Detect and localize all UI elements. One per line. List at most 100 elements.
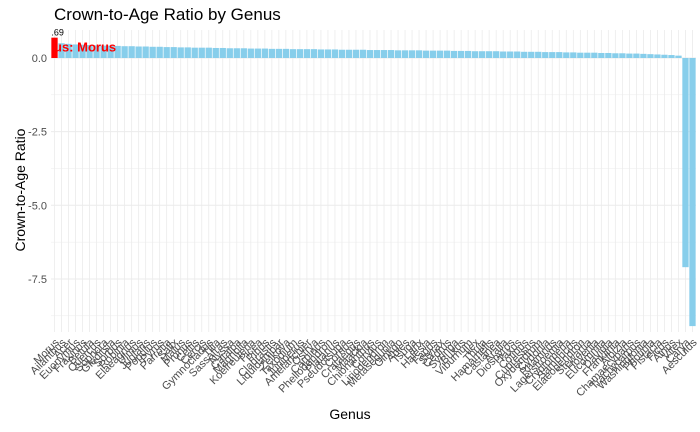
bar-liriodendron <box>380 50 388 58</box>
bar-sophora <box>100 45 107 58</box>
y-tick-label: -7.5 <box>28 274 47 286</box>
bar-sassafras <box>219 47 226 58</box>
bar-crataegus <box>352 49 360 58</box>
bar-ailanthus <box>58 43 65 58</box>
bar-amelanchier <box>303 49 311 58</box>
bar-morus <box>51 37 58 58</box>
bar-quercus <box>93 45 100 58</box>
x-axis-label: Genus <box>329 406 371 422</box>
bar-pseudotsuga <box>338 49 346 58</box>
bar-diospyros <box>507 51 514 58</box>
bar-sambucus <box>570 52 577 58</box>
bar-castanea <box>493 51 500 58</box>
bar-cedrus <box>443 50 451 58</box>
bar-chionanthus <box>366 50 374 58</box>
bar-acer <box>65 43 72 58</box>
bar-phellodendron <box>324 49 332 58</box>
bar-populus <box>149 46 156 58</box>
bar-styrax <box>436 50 444 58</box>
chart-title: Crown-to-Age Ratio by Genus <box>54 5 281 24</box>
bar-viburnum <box>464 50 472 58</box>
bar-vitex <box>675 55 682 58</box>
bar-ostrya <box>310 49 318 58</box>
bar-photinia <box>647 54 654 58</box>
bar-pistacia <box>654 54 661 58</box>
bar-betula <box>86 45 93 58</box>
bar-cladrastis <box>268 48 275 58</box>
y-tick-label: -5.0 <box>28 200 47 212</box>
bar-juglans <box>142 46 149 58</box>
bar-aralia <box>500 51 507 58</box>
bar-eucommia <box>598 52 605 58</box>
bar-euonymus <box>72 44 79 58</box>
bar-salix <box>170 47 177 58</box>
bar-franklinia <box>612 53 619 58</box>
bar-cercis <box>198 47 205 58</box>
bar-alnus <box>668 55 675 58</box>
bar-metasequoia <box>387 50 395 58</box>
bar-nyssa <box>226 48 233 58</box>
bar-fagus <box>429 50 437 58</box>
bar-fraxinus <box>79 44 86 58</box>
bar-carpinus <box>317 49 325 58</box>
bar-robinia <box>121 46 128 58</box>
y-tick-labels: 0.0 -2.5 -5.0 -7.5 <box>28 53 47 286</box>
bar-stewartia <box>584 52 591 58</box>
bar-maackia <box>359 49 367 58</box>
y-tick-label: 0.0 <box>32 53 47 65</box>
bar-hovenia <box>591 52 598 58</box>
bars <box>51 37 696 327</box>
bar-carya <box>682 57 689 268</box>
bar-davidia <box>605 52 612 58</box>
bar-ginkgo <box>394 50 402 58</box>
bar-pyrus <box>156 46 163 58</box>
bar-juniperus <box>296 49 304 58</box>
bar-catalpa <box>233 48 240 58</box>
bar-thuja <box>479 51 486 58</box>
bar-washingtonia <box>640 53 647 58</box>
bar-liquidambar <box>275 48 283 58</box>
annotations: .69 us: Morus <box>51 28 116 55</box>
bar-aesculus <box>689 57 696 327</box>
highlight-annotation: us: Morus <box>54 40 116 55</box>
grid-lines <box>51 30 696 332</box>
bar-syringa <box>450 50 458 58</box>
bar-corylus <box>373 50 381 58</box>
bar-koelreuteria <box>247 48 254 58</box>
bar-zelkova <box>282 48 290 58</box>
bar-cryptomeria <box>563 52 570 58</box>
bar-taxus <box>514 51 521 58</box>
bar-chamaecyparis <box>626 53 633 58</box>
bar-picea <box>254 48 261 58</box>
bar-oxydendrum <box>535 51 542 58</box>
bar-halesia <box>422 50 430 58</box>
bar-tsuga <box>408 50 416 58</box>
bar-cydonia <box>542 52 549 58</box>
bar-albizia <box>619 53 626 58</box>
x-tick-labels: MorusAilanthusAcerEuonymusFraxinusBetula… <box>28 336 700 399</box>
bar-larix <box>415 50 423 58</box>
bar-cornus <box>345 49 353 58</box>
bar-hamamelis <box>486 51 493 58</box>
bar-parrotia <box>163 47 170 58</box>
bar-gleditsia <box>107 45 114 58</box>
bar-platanus <box>331 49 339 58</box>
bar-gymnocladus <box>205 47 212 58</box>
bar-buxus <box>457 50 465 58</box>
bar-tilia <box>212 47 219 58</box>
bar-malus <box>177 47 184 58</box>
bar-elaeagnus <box>128 46 135 58</box>
bar-celtis <box>191 47 198 58</box>
bar-ficus <box>661 54 668 58</box>
bar-ulmus <box>135 46 142 58</box>
y-tick-label: -2.5 <box>28 127 47 139</box>
bar-prunus <box>184 47 191 58</box>
bar-cotinus <box>521 51 528 58</box>
bar-cupressus <box>528 51 535 58</box>
bar-sorbus <box>114 45 121 58</box>
bar-elaeodendron <box>577 52 584 58</box>
bar-abies <box>401 50 409 58</box>
bar-ilex <box>472 51 479 58</box>
bar-taxodium <box>289 49 297 58</box>
